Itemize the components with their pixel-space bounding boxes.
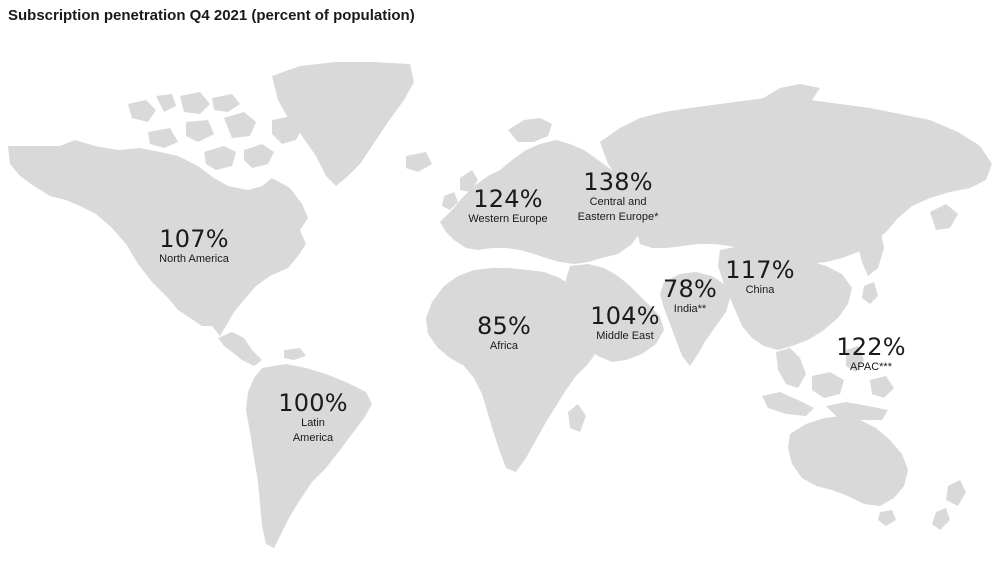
name-latin-america: Latin America [292,417,334,444]
value-north-america: 107% [159,225,229,253]
australia-shape [788,416,966,530]
value-china: 117% [725,256,795,284]
china-shape [718,220,884,350]
value-central-eastern-europe: 138% [583,168,653,196]
name-western-europe: Western Europe [468,213,548,225]
name-china: China [745,284,775,296]
value-africa: 85% [477,312,531,340]
name-apac: APAC*** [850,361,892,373]
north-asia-shape [600,84,992,264]
latin-america-shape [218,332,372,548]
north-america-shape [8,62,432,336]
name-africa: Africa [489,340,519,352]
value-latin-america: 100% [278,389,348,417]
name-india: India** [673,303,707,315]
middle-east-shape [564,264,664,362]
value-india: 78% [663,275,717,303]
value-western-europe: 124% [473,185,543,213]
name-north-america: North America [159,253,229,265]
label-india: 78% India** [663,276,717,317]
value-apac: 122% [836,333,906,361]
page-title: Subscription penetration Q4 2021 (percen… [8,7,415,24]
india-shape [660,272,730,366]
label-china: 117% China [725,257,794,298]
africa-shape [426,268,606,472]
label-central-eastern-europe: 138% Central and Eastern Europe* [578,169,659,225]
label-africa: 85% Africa [477,313,531,354]
label-apac: 122% APAC*** [836,334,905,375]
name-central-eastern-europe: Central and Eastern Europe* [577,196,659,223]
label-north-america: 107% North America [159,226,229,267]
southeast-asia-shape [762,346,894,420]
label-western-europe: 124% Western Europe [468,186,547,227]
label-middle-east: 104% Middle East [590,303,659,344]
value-middle-east: 104% [590,302,660,330]
label-latin-america: 100% Latin America [278,390,347,446]
europe-shape [440,118,644,264]
name-middle-east: Middle East [596,330,654,342]
